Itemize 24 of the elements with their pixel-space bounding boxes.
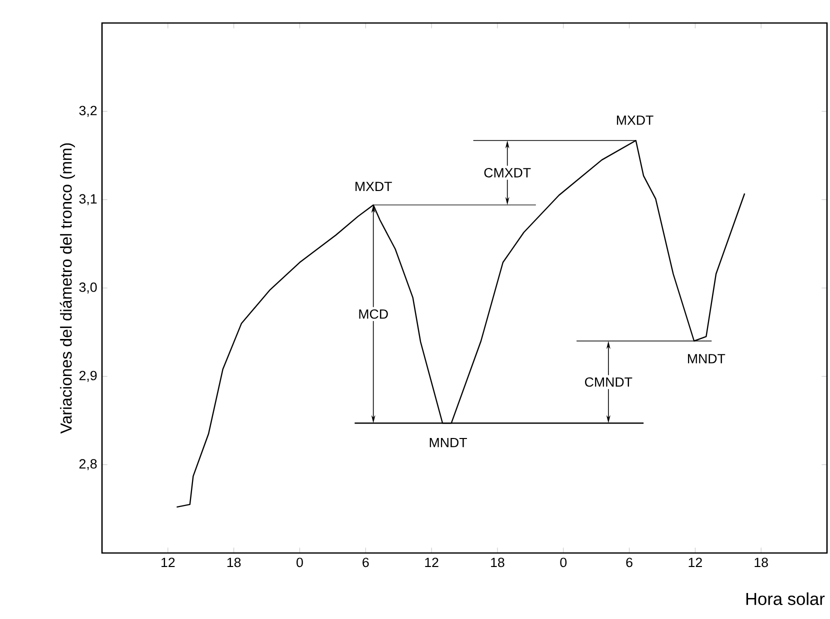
annotation: MNDT: [430, 438, 467, 448]
x-tick-label: 18: [491, 558, 504, 568]
x-tick-label: 12: [162, 558, 175, 568]
x-tick-label: 6: [362, 558, 369, 568]
y-tick-label: 3,0: [79, 282, 97, 294]
x-tick-label: 12: [425, 558, 438, 568]
x-axis-title: Hora solar: [746, 592, 825, 606]
y-tick-label: 3,1: [79, 194, 97, 206]
x-tick-label: 0: [560, 558, 567, 568]
y-tick-label: 3,2: [79, 106, 97, 117]
y-tick-label: 2,9: [79, 370, 97, 382]
annotation: MNDT: [688, 354, 726, 364]
x-tick-label: 12: [688, 558, 702, 568]
annotation: MCD: [359, 309, 388, 319]
y-tick-label: 2,8: [79, 459, 97, 470]
x-tick-label: 18: [754, 558, 768, 568]
x-tick-label: 6: [626, 558, 632, 568]
annotation: CMNDT: [585, 377, 632, 387]
annotation: CMXDT: [484, 168, 531, 178]
annotation: MXDT: [356, 182, 392, 192]
annotation: MXDT: [616, 116, 654, 125]
y-axis-title: Variaciones del diámetro del tronco (mm): [60, 143, 75, 434]
x-tick-label: 18: [227, 558, 241, 568]
x-tick-label: 0: [296, 558, 303, 568]
